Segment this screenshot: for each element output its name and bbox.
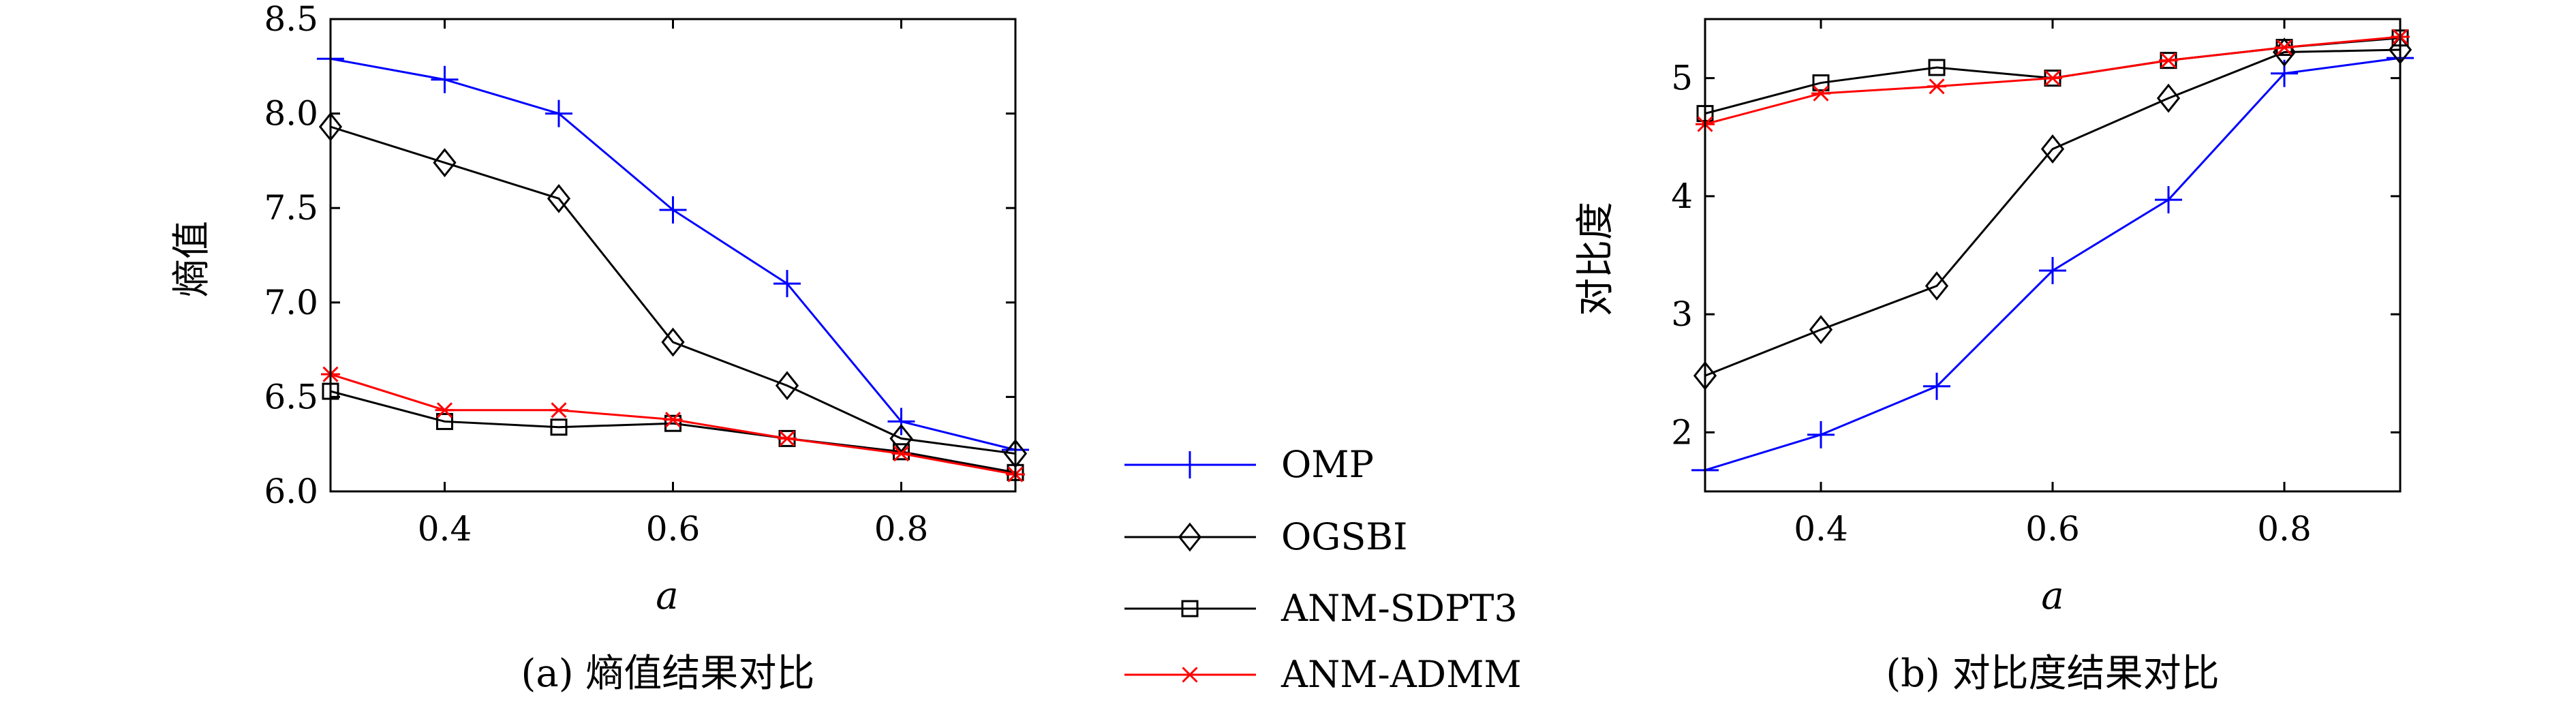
panel-a-point-anm-admm — [891, 445, 911, 462]
panel-a-ytick-label: 8.0 — [264, 94, 318, 134]
panel-b-point-anm-admm — [2043, 70, 2062, 87]
panel-b-point-omp — [2039, 257, 2066, 285]
panel-b-line-anm-admm — [1704, 35, 2401, 125]
panel-a-point-anm-admm — [663, 412, 683, 428]
panel-a-series-ogsbi — [318, 112, 1028, 468]
panel-a-series-omp — [317, 45, 1029, 464]
panel-b-line-ogsbi — [1704, 48, 2401, 377]
panel-a-point-anm-admm — [549, 402, 568, 418]
panel-a-point-omp — [545, 100, 572, 127]
panel-b-series — [1691, 29, 2414, 484]
panel-a-series — [317, 45, 1029, 483]
panel-a-point-anm-sdpt3 — [436, 412, 453, 430]
panel-b-point-omp — [1807, 421, 1835, 448]
panel-b-caption: (b) 对比度结果对比 — [1886, 652, 2219, 696]
panel-a-point-anm-sdpt3 — [550, 418, 568, 436]
legend-item-anm-admm: ANM-ADMM — [1124, 653, 1522, 696]
panel-b-series-anm-admm — [1696, 29, 2410, 132]
panel-a-line-omp — [330, 57, 1016, 451]
legend-marker-omp — [1176, 451, 1203, 478]
panel-a-point-omp — [431, 65, 459, 93]
legend-label-ogsbi: OGSBI — [1281, 515, 1407, 558]
panel-b-axes-frame — [1704, 18, 2402, 493]
panel-a-ytick-label: 6.5 — [264, 377, 318, 416]
panel-a-point-ogsbi — [661, 327, 685, 357]
panel-a-ytick-label: 8.5 — [264, 0, 318, 39]
panel-b-ytick-label: 4 — [1671, 177, 1693, 216]
panel-a-xlabel: a — [656, 574, 678, 618]
legend-label-anm-sdpt3: ANM-SDPT3 — [1281, 587, 1518, 630]
panel-a-axes-frame — [329, 18, 1017, 493]
legend-marker-ogsbi — [1178, 522, 1202, 552]
panel-b-point-anm-sdpt3 — [1812, 74, 1830, 92]
panel-b-xlabel: a — [2041, 574, 2064, 618]
panel-a-point-anm-admm — [778, 430, 797, 446]
panel-a-line-anm-sdpt3 — [330, 390, 1016, 474]
panel-b-contrast-chart: 2 3 4 5 0.4 0.6 0.8 a 对比度 (b) 对比度结果对比 — [1574, 18, 2414, 696]
panel-b-point-ogsbi — [1925, 271, 1949, 301]
legend: OMP OGSBI ANM-SDPT3 ANM-ADMM — [1124, 443, 1522, 696]
panel-b-series-anm-sdpt3 — [1696, 29, 2409, 123]
panel-b-xtick-label: 0.4 — [1794, 509, 1848, 549]
panel-b-point-anm-admm — [2159, 52, 2178, 69]
panel-b-point-ogsbi — [1809, 315, 1833, 345]
panel-a-ytick-label: 7.0 — [264, 283, 318, 322]
panel-b-series-ogsbi — [1693, 35, 2412, 391]
panel-a-point-omp — [887, 408, 915, 436]
legend-label-anm-admm: ANM-ADMM — [1281, 653, 1522, 696]
panel-b-point-ogsbi — [2156, 83, 2181, 113]
panel-b-ytick-label: 3 — [1671, 294, 1693, 334]
legend-marker-anm-sdpt3 — [1181, 600, 1199, 617]
panel-a-point-anm-sdpt3 — [664, 414, 681, 432]
panel-b-point-ogsbi — [2040, 134, 2065, 164]
panel-b-point-anm-admm — [2275, 40, 2294, 56]
panel-b-point-omp — [2155, 186, 2182, 214]
panel-a-point-omp — [659, 196, 687, 224]
panel-a-line-ogsbi — [330, 125, 1016, 455]
legend-label-omp: OMP — [1281, 443, 1374, 486]
panel-a-ytick-label: 6.0 — [264, 472, 318, 511]
panel-a-xtick-label: 0.4 — [418, 509, 472, 549]
panel-a-ytick-label: 7.5 — [264, 188, 318, 228]
panel-a-ticks: 6.0 6.5 7.0 7.5 8.0 8.5 0.4 0.6 0.8 — [264, 0, 1015, 549]
panel-a-point-ogsbi — [433, 148, 457, 178]
panel-a-xtick-label: 0.6 — [646, 509, 701, 549]
panel-a-entropy-chart: 6.0 6.5 7.0 7.5 8.0 8.5 0.4 0.6 0.8 a 熵值 (a) 熵值结… — [170, 0, 1029, 696]
panel-b-ytick-label: 2 — [1671, 412, 1693, 452]
panel-b-series-omp — [1691, 44, 2414, 484]
panel-a-caption: (a) 熵值结果对比 — [521, 652, 815, 696]
panel-b-point-anm-sdpt3 — [1928, 59, 1946, 76]
panel-a-series-anm-admm — [321, 366, 1025, 483]
panel-a-point-omp — [773, 270, 801, 298]
panel-a-ylabel: 熵值 — [170, 221, 214, 297]
panel-b-xtick-label: 0.8 — [2257, 509, 2312, 549]
panel-b-point-anm-admm — [1811, 85, 1830, 102]
panel-b-point-omp — [1923, 372, 1950, 400]
panel-b-point-anm-admm — [1927, 78, 1946, 95]
panel-a-point-anm-admm — [435, 402, 455, 418]
legend-item-omp: OMP — [1124, 443, 1374, 486]
panel-a-xtick-label: 0.8 — [874, 509, 929, 549]
panel-b-xtick-label: 0.6 — [2025, 509, 2080, 549]
panel-b-ytick-label: 5 — [1671, 59, 1693, 98]
legend-item-anm-sdpt3: ANM-SDPT3 — [1124, 587, 1518, 630]
panel-b-ylabel: 对比度 — [1574, 202, 1618, 316]
panel-a-point-ogsbi — [775, 371, 799, 401]
panel-b-ticks: 2 3 4 5 0.4 0.6 0.8 — [1671, 19, 2400, 549]
legend-item-ogsbi: OGSBI — [1124, 515, 1407, 558]
panel-a-series-anm-sdpt3 — [322, 382, 1024, 481]
panel-a-point-ogsbi — [547, 183, 571, 213]
panel-b-line-anm-sdpt3 — [1704, 37, 2401, 115]
legend-marker-anm-admm — [1180, 667, 1199, 683]
